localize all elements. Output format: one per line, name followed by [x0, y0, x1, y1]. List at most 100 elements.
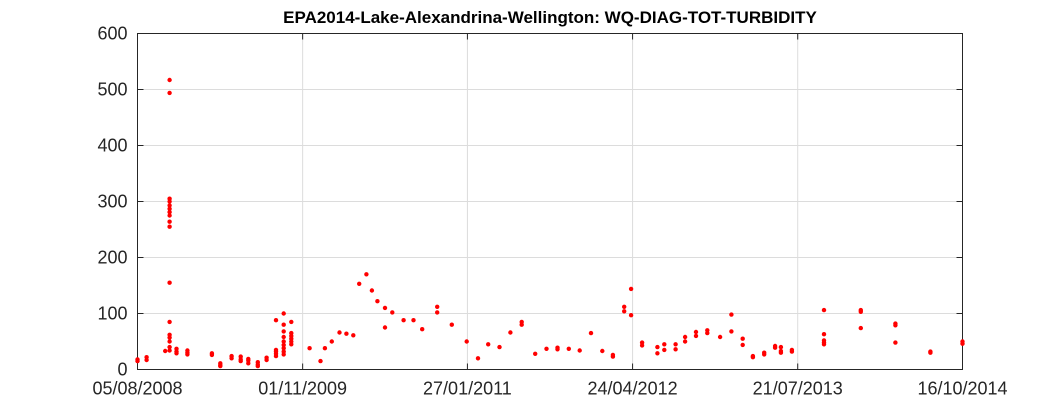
data-point — [628, 286, 634, 292]
data-point — [167, 319, 172, 325]
data-point — [351, 333, 356, 338]
data-point — [167, 90, 172, 96]
data-point — [281, 346, 286, 351]
data-point — [420, 327, 425, 332]
data-point — [163, 348, 168, 354]
data-point — [821, 307, 827, 313]
data-point — [673, 342, 678, 347]
data-point — [610, 354, 616, 359]
data-point — [772, 345, 778, 350]
x-tick-label: 01/11/2009 — [258, 379, 347, 399]
data-point — [544, 346, 549, 351]
y-tick-label: 0 — [117, 360, 127, 380]
data-point — [281, 342, 286, 348]
data-point — [673, 347, 678, 352]
data-point — [740, 336, 745, 341]
data-point — [375, 299, 380, 304]
data-point — [435, 310, 440, 315]
data-point — [144, 357, 149, 363]
data-point — [289, 342, 294, 347]
data-point — [628, 313, 634, 318]
data-point — [655, 344, 660, 350]
data-point — [273, 353, 279, 359]
data-point — [322, 346, 328, 351]
data-point — [858, 309, 863, 314]
data-point — [382, 325, 388, 330]
data-point — [555, 345, 560, 350]
grid-lines — [137, 33, 963, 370]
data-point — [682, 339, 688, 344]
y-tick-label: 600 — [97, 24, 127, 44]
data-point — [449, 322, 454, 327]
data-point — [401, 318, 406, 323]
data-point — [740, 342, 745, 348]
x-tick-label: 05/08/2008 — [92, 379, 182, 399]
data-point — [318, 358, 323, 364]
data-point — [167, 339, 172, 344]
data-point — [821, 332, 827, 337]
data-point — [329, 339, 334, 344]
data-point — [281, 311, 286, 316]
data-point — [337, 330, 342, 335]
data-point — [167, 224, 172, 229]
data-point — [281, 329, 286, 334]
data-point — [435, 304, 440, 309]
data-point — [858, 325, 863, 331]
data-point — [289, 319, 294, 325]
y-axis: 0 100 200 300 400 500 600 — [97, 24, 963, 380]
data-point — [369, 288, 375, 293]
data-point — [682, 334, 688, 340]
data-point — [960, 341, 965, 346]
y-tick-label: 400 — [97, 136, 127, 156]
data-point — [750, 355, 756, 360]
x-tick-label: 21/07/2013 — [753, 379, 843, 399]
data-point — [167, 219, 172, 224]
x-tick-label: 24/04/2012 — [588, 379, 678, 399]
y-tick-label: 200 — [97, 248, 127, 268]
data-point — [762, 352, 767, 357]
data-point — [729, 329, 734, 334]
data-point — [622, 309, 627, 314]
data-point — [167, 213, 172, 218]
data-point — [167, 199, 172, 204]
data-point — [475, 356, 481, 361]
data-point — [255, 363, 260, 369]
x-tick-label: 16/10/2014 — [917, 379, 1007, 399]
x-tick-label: 27/01/2011 — [423, 379, 512, 399]
data-point — [167, 348, 172, 353]
data-point — [464, 339, 469, 344]
data-point — [411, 318, 416, 323]
data-point — [281, 339, 286, 344]
data-point — [693, 329, 699, 335]
data-point — [185, 352, 190, 357]
data-point — [281, 334, 286, 340]
data-point — [174, 351, 179, 356]
data-point — [893, 340, 898, 345]
data-point — [705, 330, 710, 336]
data-point — [588, 330, 594, 336]
data-point — [307, 346, 312, 351]
data-point — [281, 352, 286, 357]
data-point — [281, 322, 286, 327]
data-point — [357, 281, 362, 286]
data-point — [533, 351, 538, 356]
data-points — [135, 77, 965, 369]
data-point — [135, 358, 140, 364]
data-point — [508, 330, 513, 335]
chart-title: EPA2014-Lake-Alexandrina-Wellington: WQ-… — [283, 8, 817, 27]
data-point — [229, 356, 234, 361]
data-point — [662, 342, 667, 347]
data-point — [167, 209, 172, 215]
data-point — [821, 342, 827, 347]
data-point — [382, 305, 388, 311]
y-tick-label: 100 — [97, 304, 127, 324]
data-point — [209, 352, 215, 358]
data-point — [729, 312, 734, 317]
data-point — [622, 304, 627, 309]
data-point — [778, 344, 784, 350]
data-point — [273, 318, 279, 323]
data-point — [577, 348, 582, 353]
data-point — [167, 335, 172, 340]
data-point — [167, 280, 172, 285]
